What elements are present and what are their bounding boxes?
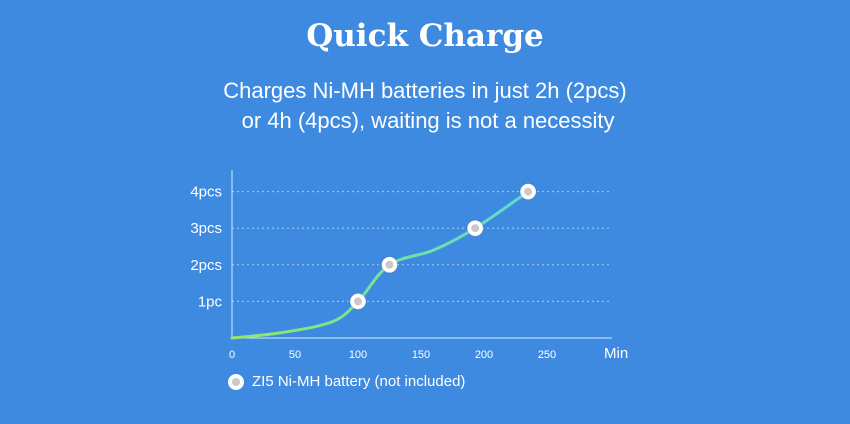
subtitle-line-2: or 4h (4pcs), waiting is not a necessity [235, 108, 615, 133]
x-tick-label: 200 [475, 349, 493, 361]
y-tick-label: 4pcs [190, 184, 222, 201]
x-tick-label: 0 [229, 349, 235, 361]
y-tick-label: 1pc [198, 293, 223, 310]
subtitle-line-1: Charges Ni-MH batteries in just 2h (2pcs… [223, 78, 627, 103]
x-tick-label: 50 [289, 349, 301, 361]
x-tick-label: 250 [538, 349, 556, 361]
data-point-1 [349, 292, 367, 310]
data-point-2 [381, 256, 398, 274]
x-tick-label: 100 [349, 349, 367, 361]
battery-marker-icon [228, 373, 244, 390]
subtitle: Charges Ni-MH batteries in just 2h (2pcs… [0, 76, 850, 136]
y-tick-label: 2pcs [190, 257, 222, 274]
x-tick-label: 150 [412, 349, 430, 361]
data-point-4 [519, 183, 537, 201]
data-point-3 [466, 219, 484, 237]
legend: ZI5 Ni-MH battery (not included) [228, 373, 465, 390]
x-axis-unit-label: Min [604, 345, 628, 362]
marker-center [471, 224, 480, 233]
page-title: Quick Charge [306, 18, 544, 54]
marker-center [524, 187, 533, 196]
y-tick-label: 3pcs [190, 220, 222, 237]
legend-label: ZI5 Ni-MH battery (not included) [252, 373, 466, 390]
marker-center [385, 260, 394, 269]
marker-center [354, 297, 362, 306]
